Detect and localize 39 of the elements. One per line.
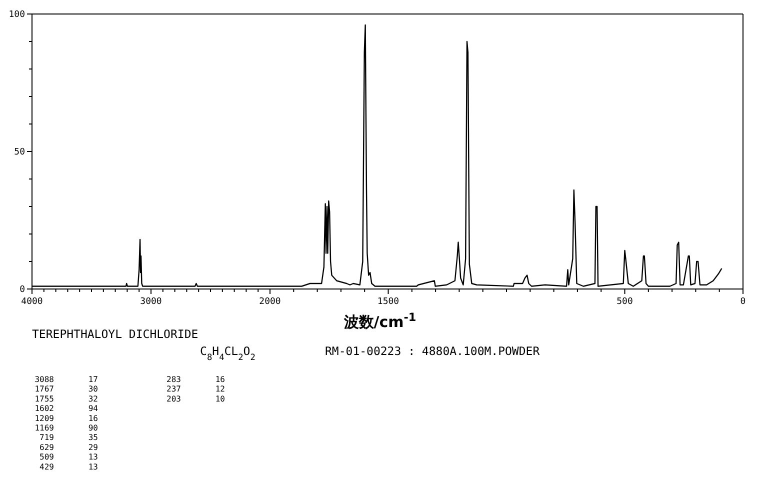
- data-label: 16: [215, 375, 226, 384]
- category-label: 237: [166, 384, 182, 394]
- category-label: 1767: [34, 384, 54, 394]
- y-tick-label: 0: [20, 285, 25, 295]
- data-label: 16: [88, 414, 98, 423]
- category-label: 1169: [34, 424, 54, 432]
- category-label: 1755: [34, 394, 54, 404]
- category-label: 509: [40, 452, 54, 462]
- text: TEREPHTHALOYL DICHLORIDE: [32, 327, 198, 341]
- data-label: 13: [88, 462, 98, 472]
- x-tick-label: 4000: [21, 297, 43, 307]
- x-tick-label: 2000: [259, 297, 281, 307]
- x-tick-label: 0: [740, 297, 746, 307]
- data-label: 10: [215, 394, 226, 404]
- x-tick-label: 1500: [377, 297, 400, 307]
- data-label: 90: [88, 424, 98, 432]
- x-axis-title: 波数/cm$^{-1}$: [342, 310, 416, 331]
- category-label: 3088: [34, 375, 54, 384]
- data-label: 35: [88, 433, 98, 442]
- x-tick-label: 500: [616, 297, 633, 307]
- category-label: 719: [40, 433, 54, 442]
- data-label: 94: [88, 404, 98, 414]
- data-label: 13: [88, 452, 98, 462]
- text: C$_{8}$H$_{4}$CL$_{2}$O$_{2}$: [200, 344, 256, 363]
- text: RM-01-00223 : 4880A.100M.POWDER: [325, 344, 540, 358]
- y-tick-label: 100: [8, 10, 25, 20]
- data-label: 29: [88, 442, 98, 452]
- category-label: 429: [40, 462, 54, 472]
- x-tick-label: 3000: [140, 297, 162, 307]
- category-label: 283: [166, 375, 182, 384]
- data-label: 30: [88, 384, 98, 394]
- category-label: 203: [166, 394, 182, 404]
- category-label: 1602: [34, 404, 54, 414]
- data-label: 12: [215, 384, 226, 394]
- category-label: 629: [40, 442, 54, 452]
- category-label: 1209: [34, 414, 54, 423]
- data-label: 17: [88, 375, 98, 384]
- data-label: 32: [88, 394, 98, 404]
- y-tick-label: 50: [14, 148, 25, 158]
